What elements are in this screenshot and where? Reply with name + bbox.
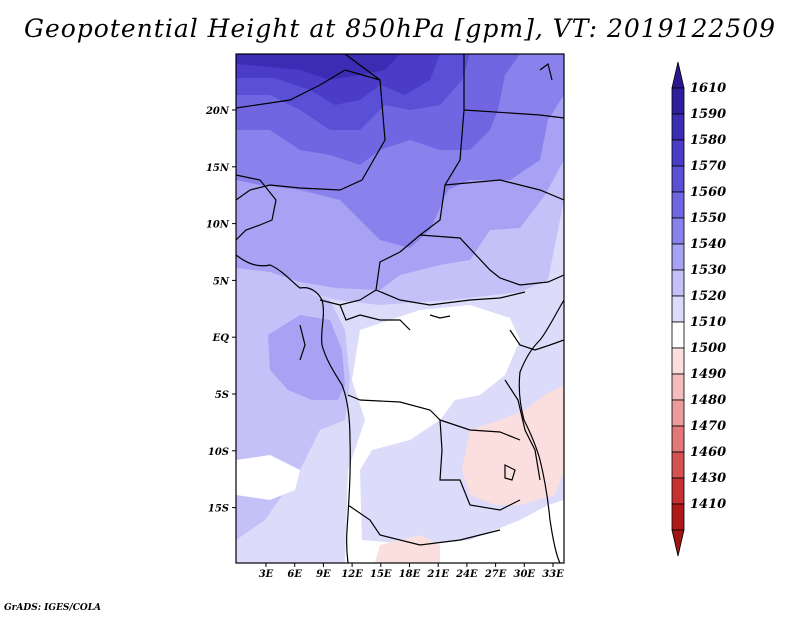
lon-tick-label: 18E — [399, 569, 421, 580]
lat-tick-label: 10S — [208, 447, 229, 458]
colorbar-swatch — [671, 503, 685, 531]
lon-tick-label: 21E — [426, 569, 449, 580]
colorbar-swatch — [671, 87, 685, 115]
lat-tick-label: 5N — [213, 276, 230, 287]
lat-tick-label: 20N — [205, 106, 230, 117]
colorbar-swatch — [671, 373, 685, 401]
colorbar-label: 1570 — [690, 159, 726, 174]
colorbar-label: 1520 — [690, 289, 726, 304]
colorbar-label: 1430 — [690, 471, 726, 486]
colorbar-label: 1470 — [690, 419, 726, 434]
colorbar-label: 1550 — [690, 211, 726, 226]
lon-tick-label: 9E — [316, 569, 331, 580]
colorbar-label: 1410 — [690, 497, 726, 512]
colorbar: 1610 1590 1580 1570 1560 1550 1540 1530 1520 1510… — [671, 61, 726, 557]
colorbar-label: 1510 — [690, 315, 726, 330]
colorbar-swatch — [671, 191, 685, 219]
grads-credit: GrADS: IGES/COLA — [4, 603, 102, 613]
latitude-axis: 20N 15N 10N 5N EQ 5S 10S 15S — [205, 106, 236, 515]
field-1500 — [375, 535, 440, 563]
colorbar-label: 1480 — [690, 393, 726, 408]
field-1510 — [345, 305, 564, 563]
colorbar-swatch — [671, 477, 685, 505]
colorbar-label: 1490 — [690, 367, 726, 382]
colorbar-bottom-arrow — [671, 529, 685, 557]
colorbar-top-arrow — [671, 61, 685, 89]
field-1500 — [462, 385, 564, 505]
lon-tick-label: 6E — [287, 569, 302, 580]
field-1510 — [415, 372, 470, 395]
contour-fill — [236, 54, 564, 563]
map-title: Geopotential Height at 850hPa [gpm], VT:… — [23, 14, 777, 43]
colorbar-swatch — [671, 113, 685, 141]
lon-tick-label: 27E — [484, 569, 507, 580]
colorbar-label: 1460 — [690, 445, 726, 460]
lon-tick-label: 12E — [341, 569, 363, 580]
colorbar-label: 1610 — [690, 81, 726, 96]
lon-tick-label: 33E — [542, 569, 564, 580]
field-1540 — [268, 315, 345, 400]
lon-tick-label: 15E — [370, 569, 392, 580]
colorbar-swatch — [671, 295, 685, 323]
colorbar-label: 1560 — [690, 185, 726, 200]
colorbar-swatch — [671, 425, 685, 453]
lon-tick-label: 3E — [259, 569, 274, 580]
colorbar-swatch — [671, 347, 685, 375]
lon-tick-label: 30E — [514, 569, 536, 580]
lat-tick-label: 15N — [206, 163, 230, 174]
colorbar-label: 1540 — [690, 237, 726, 252]
lat-tick-label: 5S — [215, 390, 229, 401]
colorbar-label: 1530 — [690, 263, 726, 278]
lat-tick-label: EQ — [212, 333, 230, 344]
lon-tick-label: 24E — [455, 569, 478, 580]
field-1510 — [236, 455, 300, 500]
colorbar-label: 1500 — [690, 341, 726, 356]
country-borders — [236, 54, 564, 563]
colorbar-label: 1590 — [690, 107, 726, 122]
plot-frame — [235, 53, 565, 564]
colorbar-swatch — [671, 217, 685, 245]
colorbar-swatch — [671, 165, 685, 193]
colorbar-swatch — [671, 139, 685, 167]
lat-tick-label: 15S — [208, 504, 229, 515]
colorbar-swatch — [671, 451, 685, 479]
longitude-axis: 3E 6E 9E 12E 15E 18E 21E 24E 27E 30E 33E — [259, 563, 564, 580]
lat-tick-label: 10N — [206, 220, 230, 231]
colorbar-label: 1580 — [690, 133, 726, 148]
colorbar-swatch — [671, 269, 685, 297]
colorbar-swatch — [671, 243, 685, 271]
colorbar-swatch — [671, 399, 685, 427]
colorbar-swatch — [671, 321, 685, 349]
